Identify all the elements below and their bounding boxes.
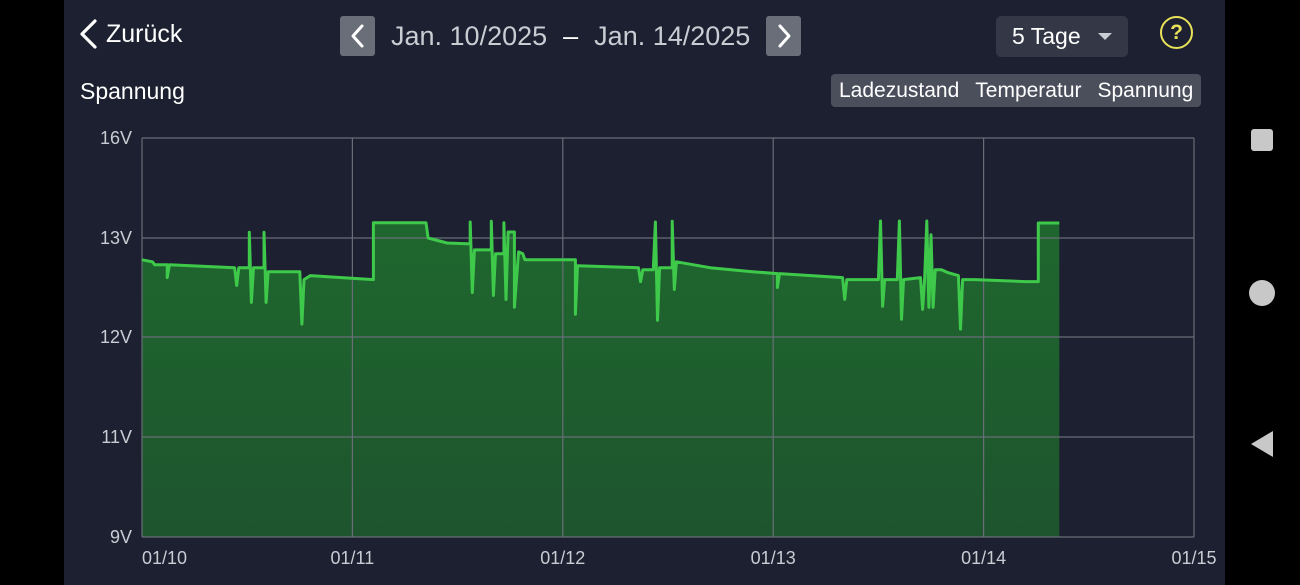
previous-period-button[interactable]	[340, 16, 375, 56]
chevron-right-icon	[778, 24, 791, 48]
y-tick-label: 9V	[110, 527, 132, 547]
chart-title: Spannung	[80, 78, 185, 104]
back-button[interactable]: Zurück	[78, 18, 182, 50]
x-tick-label: 01/10	[142, 548, 187, 568]
caret-down-icon	[1098, 33, 1112, 40]
tab-spannung[interactable]: Spannung	[1089, 74, 1202, 107]
recent-apps-icon[interactable]	[1251, 129, 1273, 151]
y-tick-label: 12V	[100, 327, 132, 347]
metric-tabs: Ladezustand Temperatur Spannung	[831, 74, 1202, 107]
back-label: Zurück	[106, 19, 183, 48]
help-button[interactable]: ?	[1160, 16, 1193, 49]
date-range-navigator: Jan. 10/2025 – Jan. 14/2025	[340, 16, 802, 56]
chevron-left-icon	[80, 19, 97, 49]
x-tick-label: 01/12	[540, 548, 585, 568]
home-icon[interactable]	[1249, 280, 1275, 306]
tab-ladezustand[interactable]: Ladezustand	[831, 74, 968, 107]
next-period-button[interactable]	[766, 16, 802, 56]
series-line	[141, 219, 1060, 331]
x-tick-label: 01/14	[961, 548, 1006, 568]
date-start: Jan. 10/2025	[391, 20, 548, 51]
range-dropdown-value: 5 Tage	[1012, 23, 1081, 49]
x-tick-label: 01/15	[1171, 548, 1216, 568]
range-dropdown[interactable]: 5 Tage	[996, 16, 1128, 57]
date-end: Jan. 14/2025	[594, 20, 751, 51]
y-tick-label: 16V	[100, 128, 132, 148]
system-navigation-bar	[1225, 0, 1300, 585]
back-triangle-icon[interactable]	[1251, 431, 1273, 457]
x-tick-label: 01/11	[331, 548, 375, 568]
date-separator: –	[563, 20, 579, 51]
help-icon: ?	[1170, 20, 1183, 44]
chevron-left-icon	[351, 24, 363, 48]
series-area	[142, 221, 1060, 537]
y-tick-label: 13V	[100, 228, 132, 248]
x-tick-label: 01/13	[751, 548, 796, 568]
y-tick-label: 11V	[101, 427, 132, 447]
tab-temperatur[interactable]: Temperatur	[967, 74, 1090, 107]
